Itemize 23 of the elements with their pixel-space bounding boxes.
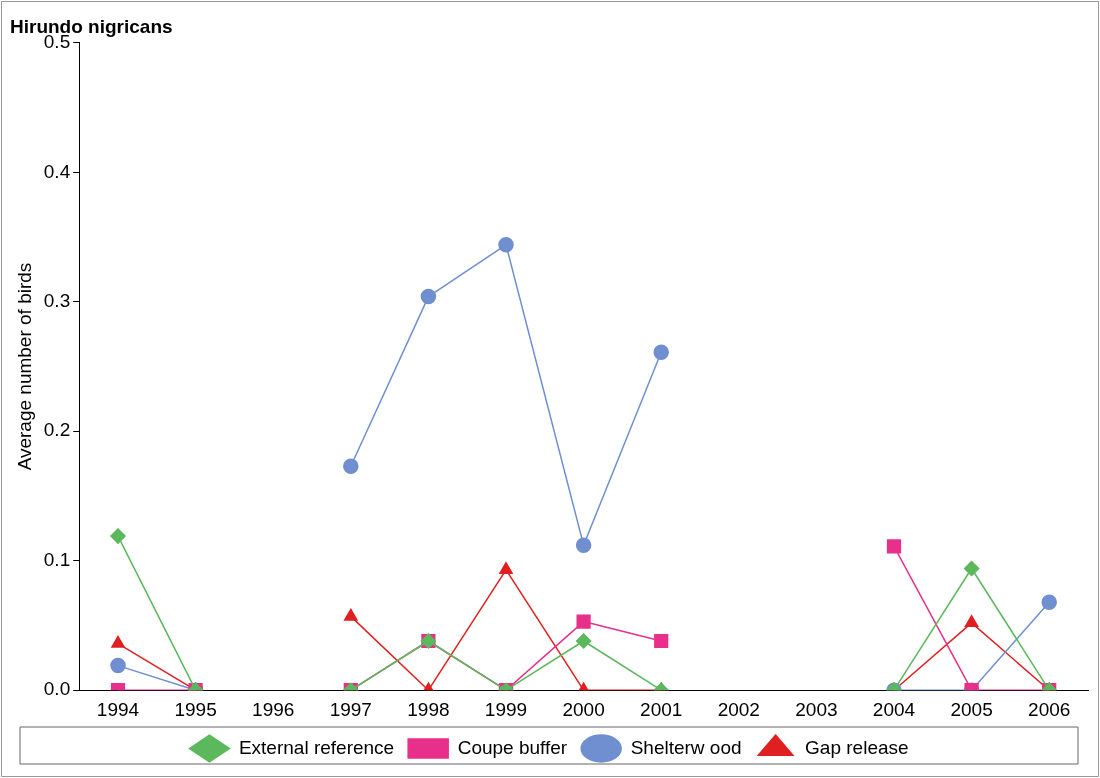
- x-tick-label: 2003: [795, 698, 838, 720]
- y-tick-label: 0.0: [43, 678, 71, 700]
- x-tick-label: 2001: [640, 698, 683, 720]
- x-tick-label: 1994: [96, 698, 140, 720]
- x-tick-label: 1996: [252, 698, 295, 720]
- y-axis-title: Average number of birds: [13, 262, 35, 471]
- x-tick-label: 1995: [174, 698, 217, 720]
- x-tick-label: 1997: [329, 698, 372, 720]
- x-tick-label: 2006: [1028, 698, 1071, 720]
- x-tick-label: 2004: [872, 698, 916, 720]
- y-tick-label: 0.3: [43, 289, 71, 311]
- x-tick-label: 1999: [484, 698, 528, 720]
- legend-label: External reference: [238, 736, 395, 758]
- x-tick-label: 2005: [950, 698, 993, 720]
- y-tick-label: 0.4: [43, 160, 71, 182]
- legend-label: Gap release: [805, 736, 909, 758]
- y-tick-label: 0.2: [43, 419, 71, 441]
- x-tick-label: 2002: [717, 698, 760, 720]
- x-tick-label: 2000: [562, 698, 605, 720]
- legend-label: Shelterw ood: [630, 736, 742, 758]
- legend-label: Coupe buffer: [457, 736, 568, 758]
- x-tick-label: 1998: [407, 698, 450, 720]
- y-tick-label: 0.1: [43, 548, 71, 570]
